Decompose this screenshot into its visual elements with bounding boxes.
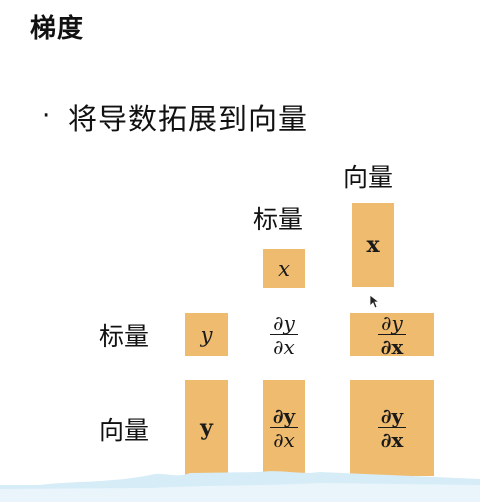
bullet-text: 将导数拓展到向量 xyxy=(68,102,309,136)
cell-dy-dx: ∂y ∂x xyxy=(263,313,305,357)
symbol-bold-x: x xyxy=(366,232,380,258)
row-header-vector: 向量 xyxy=(99,416,150,445)
bullet-marker: · xyxy=(42,101,51,131)
slide-title: 梯度 xyxy=(30,14,85,44)
cell-scalar-x: x xyxy=(263,249,305,288)
fraction-dby-dx: ∂y ∂x xyxy=(270,406,298,450)
fraction-dy-dx: ∂y ∂x xyxy=(270,313,298,357)
row-header-scalar: 标量 xyxy=(99,322,150,351)
denominator: ∂x xyxy=(270,333,298,357)
symbol-bold-y: y xyxy=(200,415,213,441)
symbol-y: y xyxy=(200,322,213,347)
cell-scalar-y: y xyxy=(185,313,228,356)
column-header-scalar: 标量 xyxy=(253,205,304,234)
denominator: ∂x xyxy=(377,427,407,450)
numerator: ∂y xyxy=(380,404,404,428)
fraction-dy-dbx: ∂y ∂x xyxy=(377,310,407,357)
cell-dby-dbx: ∂y ∂x xyxy=(350,380,434,476)
cell-dby-dx: ∂y ∂x xyxy=(263,380,305,476)
mouse-pointer-icon xyxy=(369,294,381,309)
fraction-dby-dbx: ∂y ∂x xyxy=(377,404,407,450)
denominator: ∂x xyxy=(377,333,407,357)
cell-vector-x: x xyxy=(352,203,394,287)
numerator: ∂y xyxy=(273,310,295,335)
numerator: ∂y xyxy=(272,404,296,428)
cell-dy-dbx: ∂y ∂x xyxy=(350,310,434,357)
numerator: ∂y xyxy=(381,310,403,335)
water-decoration xyxy=(0,471,480,502)
column-header-vector: 向量 xyxy=(343,163,394,192)
symbol-x: x xyxy=(278,256,290,281)
cell-vector-y: y xyxy=(185,380,228,476)
denominator: ∂x xyxy=(270,427,298,450)
